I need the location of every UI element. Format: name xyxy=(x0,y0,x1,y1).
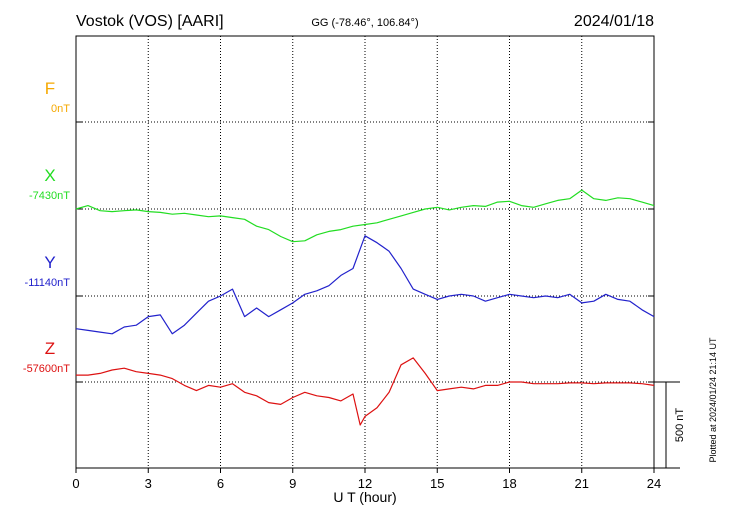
x-tick-label: 24 xyxy=(647,476,661,491)
station-title: Vostok (VOS) [AARI] xyxy=(76,13,224,30)
component-label-x: X xyxy=(44,166,55,185)
component-label-z: Z xyxy=(45,339,55,358)
series-z xyxy=(76,357,655,426)
x-tick-label: 18 xyxy=(502,476,516,491)
series-x xyxy=(75,189,655,243)
component-baseline-f: 0nT xyxy=(51,103,70,115)
x-tick-label: 3 xyxy=(145,476,152,491)
x-tick-labels: 0 3 6 9 12 15 18 21 24 xyxy=(72,468,661,491)
x-tick-label: 6 xyxy=(217,476,224,491)
plotted-at-note: Plotted at 2024/01/24 21:14 UT xyxy=(708,337,718,463)
series-lines xyxy=(75,189,655,426)
component-baseline-x: -7430nT xyxy=(29,190,70,202)
component-baseline-y: -11140nT xyxy=(25,277,71,289)
component-baselines xyxy=(76,121,654,383)
scale-bar: 500 nT xyxy=(654,381,686,469)
component-labels: F 0nT X -7430nT Y -11140nT Z -57600nT xyxy=(23,79,70,375)
component-label-f: F xyxy=(45,79,55,98)
chart-date: 2024/01/18 xyxy=(574,13,654,30)
station-coords: GG (-78.46°, 106.84°) xyxy=(311,17,418,29)
component-label-y: Y xyxy=(44,253,55,272)
x-axis-label: U T (hour) xyxy=(333,489,396,505)
x-tick-label: 21 xyxy=(575,476,589,491)
vertical-gridlines xyxy=(147,36,583,468)
component-baseline-z: -57600nT xyxy=(23,363,70,375)
x-tick-label: 0 xyxy=(72,476,79,491)
x-tick-label: 15 xyxy=(430,476,444,491)
scale-bar-label: 500 nT xyxy=(674,408,686,443)
x-tick-label: 12 xyxy=(358,476,372,491)
series-y xyxy=(75,235,655,335)
x-tick-label: 9 xyxy=(289,476,296,491)
